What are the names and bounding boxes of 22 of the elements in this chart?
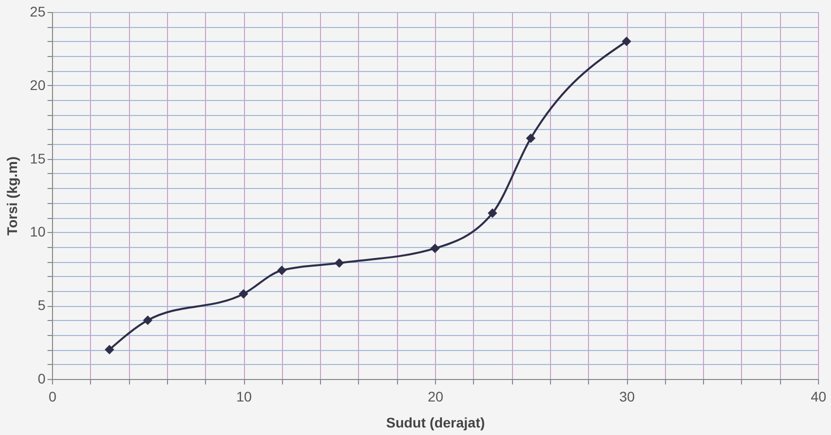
point bbox=[488, 208, 498, 218]
y-tick-label: 20 bbox=[30, 76, 46, 93]
x-tick-label: 30 bbox=[619, 388, 635, 404]
y-tick-label: 15 bbox=[30, 150, 46, 166]
y-tick-label: 0 bbox=[38, 370, 46, 386]
x-tick-label: 0 bbox=[48, 388, 57, 404]
x-axis-title: Sudut (derajat) bbox=[386, 414, 485, 430]
y-tick-label: 5 bbox=[38, 297, 46, 314]
point bbox=[526, 134, 536, 143]
point bbox=[143, 316, 152, 326]
point bbox=[430, 244, 440, 254]
point bbox=[277, 266, 287, 276]
y-tick-label: 10 bbox=[30, 224, 46, 240]
point bbox=[104, 344, 114, 354]
point bbox=[622, 36, 632, 46]
y-axis-title: Torsi (kg.m) bbox=[4, 156, 20, 236]
x-tick-label: 40 bbox=[810, 388, 826, 404]
x-tick-label: 10 bbox=[236, 388, 252, 404]
point bbox=[334, 258, 344, 268]
x-tick-label: 20 bbox=[428, 388, 444, 404]
y-tick-label: 25 bbox=[30, 4, 46, 20]
point bbox=[238, 289, 248, 299]
